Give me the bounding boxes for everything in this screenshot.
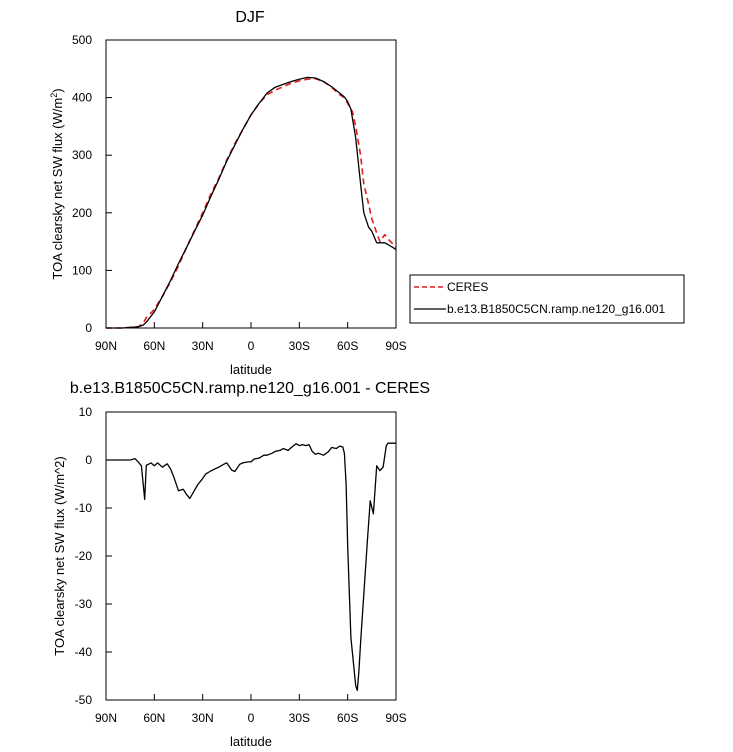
top-y-ticks: 0 100 200 300 400 500	[72, 33, 112, 335]
bot-x-tick-label: 60S	[337, 711, 358, 725]
bot-y-tick-label: 10	[79, 405, 93, 419]
top-y-tick-label: 0	[85, 321, 92, 335]
top-y-tick-label: 400	[72, 91, 92, 105]
bottom-x-axis-label: latitude	[230, 734, 272, 749]
bot-y-tick-label: -40	[75, 645, 93, 659]
top-x-tick-label: 90S	[385, 339, 406, 353]
top-y-tick-label: 500	[72, 33, 92, 47]
bot-x-tick-label: 60N	[143, 711, 165, 725]
legend-label-model: b.e13.B1850C5CN.ramp.ne120_g16.001	[447, 302, 665, 316]
bot-series-line-0	[106, 442, 396, 692]
top-panel: DJF 0 100 200 300 400 500 90N 60N 30N 0 30S 60S 90S…	[49, 9, 685, 377]
bot-x-tick-label: 0	[248, 711, 255, 725]
bottom-y-ticks: -50 -40 -30 -20 -10 0 10	[75, 405, 112, 707]
bot-y-tick-label: -10	[75, 501, 93, 515]
bot-x-tick-label: 90N	[95, 711, 117, 725]
top-series-line-1	[106, 76, 397, 329]
top-x-ticks: 90N 60N 30N 0 30S 60S 90S	[95, 322, 407, 353]
top-chart-title: DJF	[235, 9, 265, 26]
top-x-axis-label: latitude	[230, 362, 272, 377]
top-y-tick-label: 300	[72, 148, 92, 162]
bottom-y-axis-label: TOA clearsky net SW flux (W/m^2)	[52, 456, 67, 655]
bottom-chart-title: b.e13.B1850C5CN.ramp.ne120_g16.001 - CER…	[70, 380, 430, 397]
top-plot-frame	[105, 39, 397, 329]
top-x-tick-label: 60N	[143, 339, 165, 353]
bot-y-tick-label: -30	[75, 597, 93, 611]
bottom-x-ticks: 90N 60N 30N 0 30S 60S 90S	[95, 694, 407, 725]
top-y-axis-label: TOA clearsky net SW flux (W/m2)	[49, 88, 65, 279]
bot-x-tick-label: 90S	[385, 711, 406, 725]
bot-y-tick-label: -20	[75, 549, 93, 563]
top-x-tick-label: 90N	[95, 339, 117, 353]
top-x-tick-label: 30S	[289, 339, 310, 353]
bot-x-tick-label: 30S	[289, 711, 310, 725]
top-y-tick-label: 100	[72, 263, 92, 277]
legend-label-ceres: CERES	[447, 280, 488, 294]
bottom-panel: b.e13.B1850C5CN.ramp.ne120_g16.001 - CER…	[52, 380, 430, 749]
bot-x-tick-label: 30N	[192, 711, 214, 725]
top-series-group	[106, 76, 397, 329]
top-x-tick-label: 30N	[192, 339, 214, 353]
top-x-tick-label: 60S	[337, 339, 358, 353]
legend: CERES b.e13.B1850C5CN.ramp.ne120_g16.001	[409, 274, 685, 324]
bottom-series-group	[106, 442, 396, 692]
legend-box	[409, 274, 685, 324]
bot-y-tick-label: -50	[75, 693, 93, 707]
top-x-tick-label: 0	[248, 339, 255, 353]
bot-y-tick-label: 0	[85, 453, 92, 467]
top-y-tick-label: 200	[72, 206, 92, 220]
